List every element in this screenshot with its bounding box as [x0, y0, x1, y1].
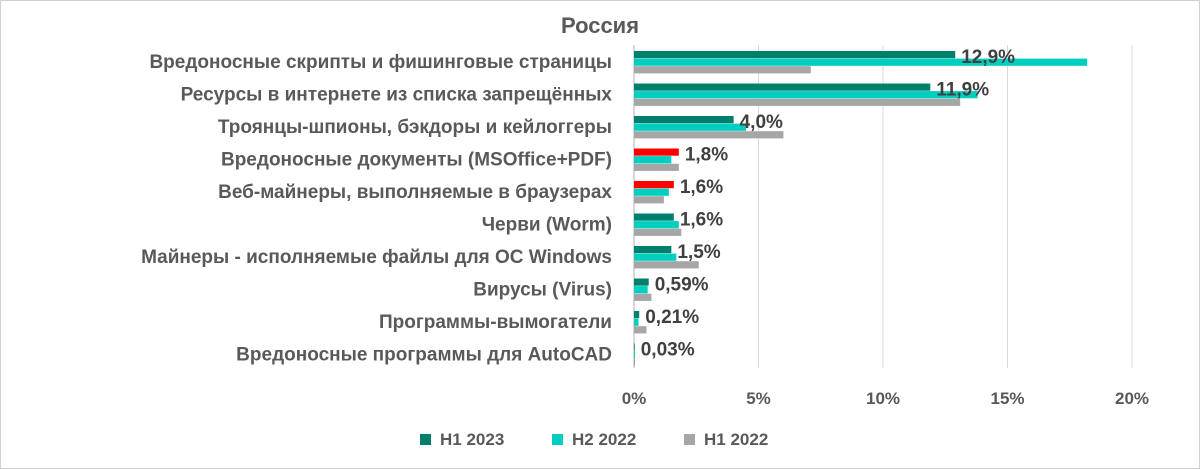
legend: H1 2023 H2 2022 H1 2022 — [420, 430, 768, 449]
bar-h1-2022 — [634, 261, 699, 269]
category-label: Ресурсы в интернете из списка запрещённы… — [181, 85, 613, 106]
bar-h1-2022 — [634, 228, 682, 236]
bar-h1-2023 — [634, 181, 674, 189]
x-tick-label: 20% — [1115, 389, 1149, 408]
bar-h2-2022 — [634, 91, 978, 99]
bar-h2-2022 — [634, 351, 635, 359]
legend-label: H1 2023 — [440, 430, 504, 449]
data-label: 4,0% — [740, 112, 783, 133]
x-tick-label: 0% — [622, 389, 647, 408]
bar-h2-2022 — [634, 156, 672, 164]
bar-h2-2022 — [634, 221, 679, 229]
data-label: 11,9% — [936, 80, 989, 101]
category-label: Вирусы (Virus) — [473, 280, 612, 301]
bar-h1-2023 — [634, 83, 931, 91]
data-label: 1,8% — [685, 145, 728, 166]
category-label: Программы-вымогатели — [379, 312, 612, 333]
data-label: 12,9% — [961, 47, 1015, 68]
x-axis-ticks: 0% 5% 10% 15% 20% — [622, 389, 1149, 408]
bar-h2-2022 — [634, 286, 648, 294]
category-label: Вредоносные программы для AutoCAD — [236, 345, 612, 366]
category-label: Вредоносные документы (MSOffice+PDF) — [221, 150, 612, 171]
bar-h1-2023 — [634, 246, 672, 254]
bar-h2-2022 — [634, 123, 747, 131]
bar-h1-2022 — [634, 293, 652, 301]
bars — [634, 51, 1088, 366]
bar-h1-2023 — [634, 343, 635, 351]
bar-h1-2023 — [634, 311, 640, 319]
bar-h1-2022 — [634, 196, 664, 204]
bar-h1-2023 — [634, 148, 679, 156]
data-labels: 12,9% 11,9% 4,0% 1,8% 1,6% 1,6% 1,5% 0,59% 0,21%… — [641, 47, 1015, 361]
chart-title: Россия — [561, 13, 639, 38]
legend-swatch — [552, 434, 563, 445]
bar-h1-2023 — [634, 213, 674, 221]
legend-swatch — [684, 434, 695, 445]
data-label: 0,59% — [655, 275, 709, 296]
bar-h1-2023 — [634, 278, 649, 286]
x-tick-label: 10% — [866, 389, 900, 408]
x-tick-label: 5% — [746, 389, 771, 408]
x-tick-label: 15% — [990, 389, 1024, 408]
data-label: 0,03% — [641, 340, 695, 361]
bar-h1-2022 — [634, 98, 961, 106]
bar-h2-2022 — [634, 318, 639, 326]
category-labels: Вредоносные скрипты и фишинговые страниц… — [141, 52, 612, 366]
data-label: 1,5% — [677, 242, 720, 263]
bar-h1-2022 — [634, 131, 784, 139]
bar-h1-2022 — [634, 358, 635, 366]
bar-h2-2022 — [634, 253, 677, 261]
bar-h1-2022 — [634, 163, 679, 171]
data-label: 1,6% — [680, 177, 723, 198]
bar-h1-2022 — [634, 326, 647, 334]
legend-label: H2 2022 — [572, 430, 636, 449]
legend-label: H1 2022 — [704, 430, 768, 449]
category-label: Черви (Worm) — [482, 215, 612, 236]
category-label: Троянцы-шпионы, бэкдоры и кейлоггеры — [218, 117, 612, 138]
bar-h2-2022 — [634, 58, 1088, 66]
bar-h1-2022 — [634, 66, 811, 74]
legend-swatch — [420, 434, 431, 445]
bar-h1-2023 — [634, 116, 734, 124]
category-label: Веб-майнеры, выполняемые в браузерах — [218, 182, 612, 203]
category-label: Вредоносные скрипты и фишинговые страниц… — [149, 52, 612, 73]
bar-h1-2023 — [634, 51, 956, 59]
category-label: Майнеры - исполняемые файлы для ОС Windo… — [141, 247, 612, 268]
bar-h2-2022 — [634, 188, 669, 196]
data-label: 0,21% — [645, 307, 699, 328]
data-label: 1,6% — [680, 210, 723, 231]
